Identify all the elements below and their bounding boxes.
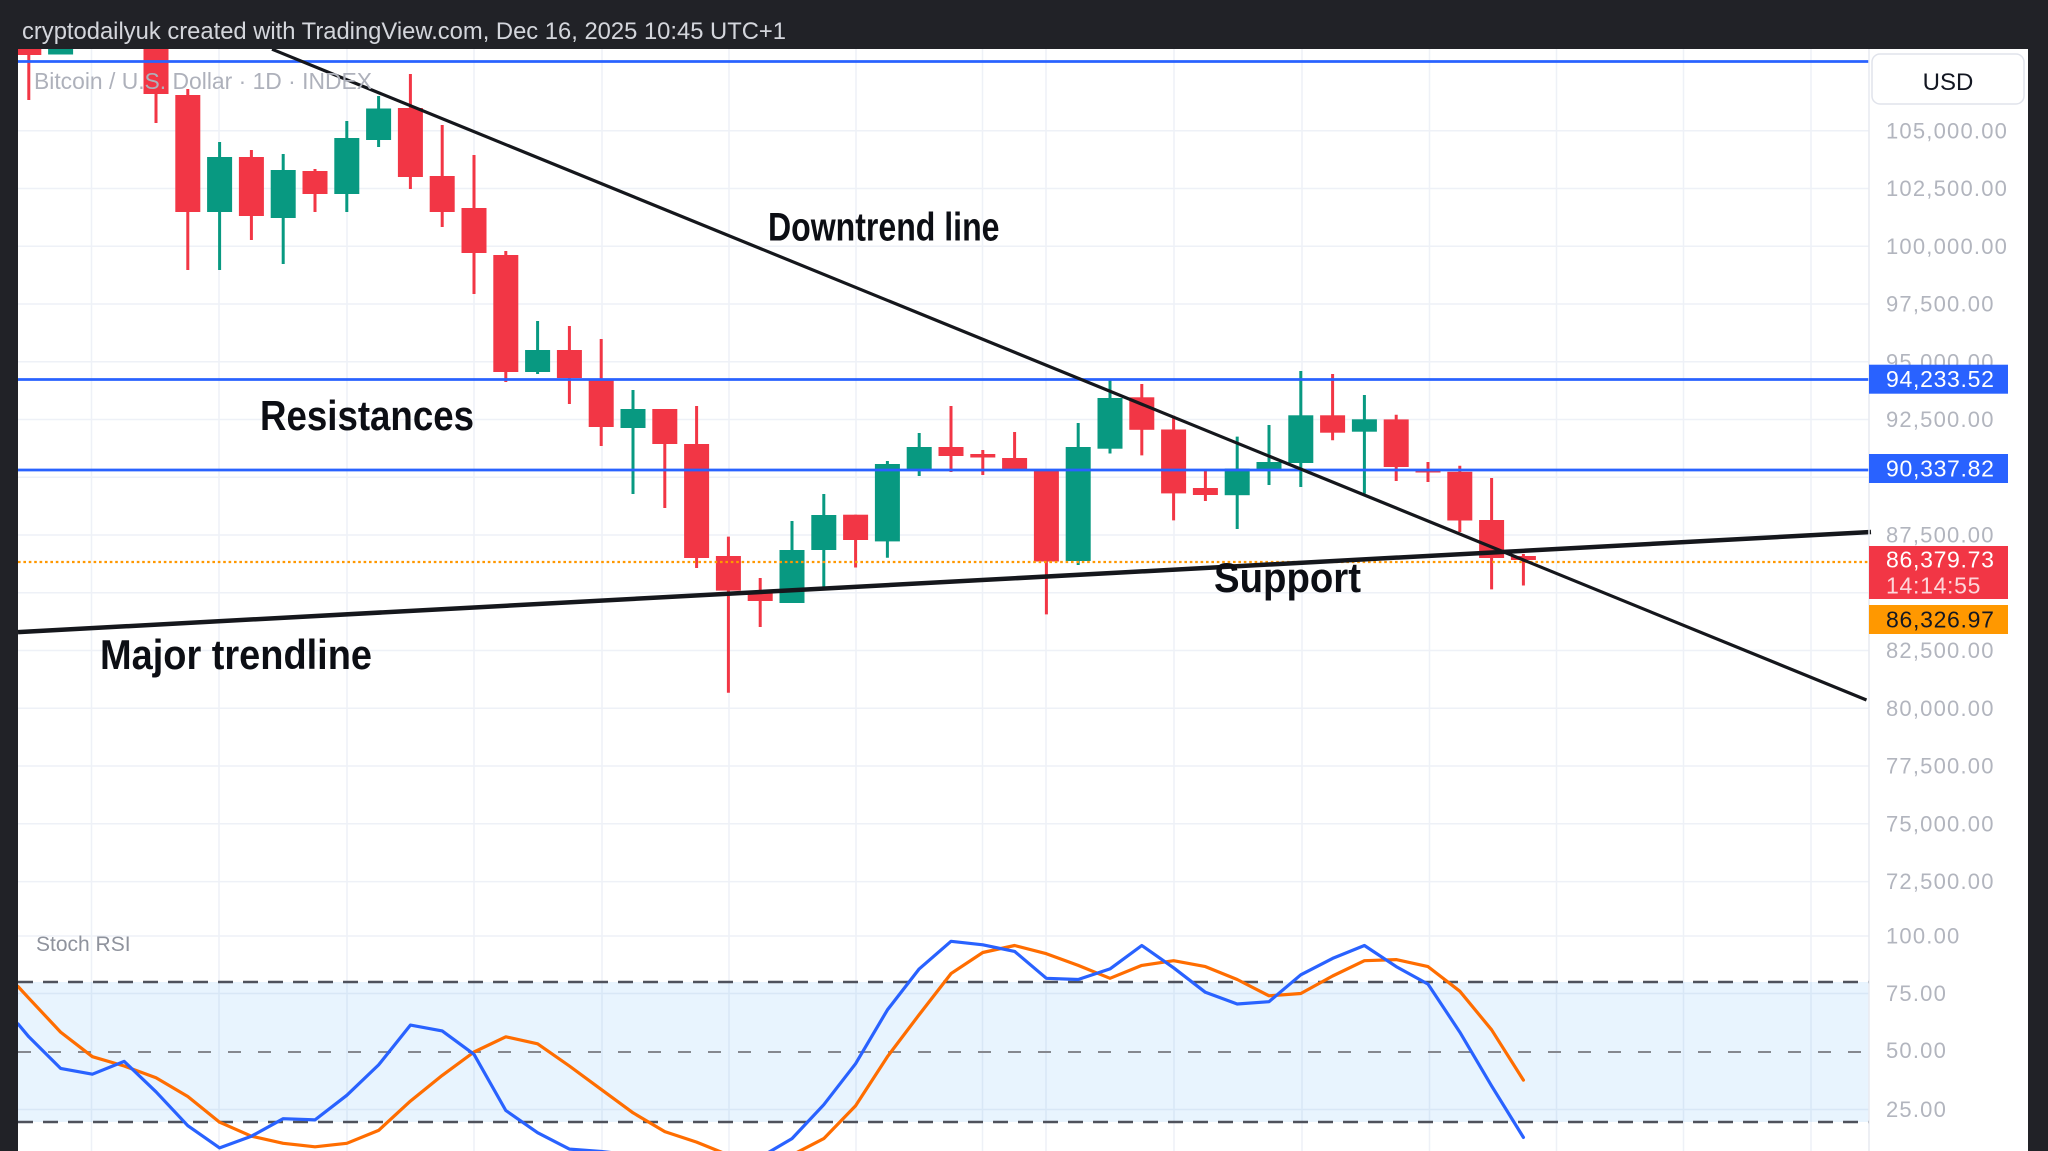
svg-text:Resistances: Resistances — [260, 392, 474, 439]
svg-text:14:14:55: 14:14:55 — [1886, 573, 1981, 599]
svg-text:100.00: 100.00 — [1886, 924, 1961, 949]
svg-text:77,500.00: 77,500.00 — [1886, 754, 1995, 779]
svg-text:86,379.73: 86,379.73 — [1886, 547, 1995, 573]
svg-text:92,500.00: 92,500.00 — [1886, 407, 1995, 432]
svg-text:102,500.00: 102,500.00 — [1886, 176, 2008, 201]
svg-text:100,000.00: 100,000.00 — [1886, 234, 2008, 259]
svg-text:97,500.00: 97,500.00 — [1886, 292, 1995, 317]
svg-text:72,500.00: 72,500.00 — [1886, 869, 1995, 894]
svg-text:USD: USD — [1923, 69, 1974, 96]
svg-text:Stoch RSI: Stoch RSI — [36, 933, 131, 956]
svg-text:94,233.52: 94,233.52 — [1886, 366, 1995, 392]
svg-text:90,337.82: 90,337.82 — [1886, 455, 1995, 481]
svg-text:50.00: 50.00 — [1886, 1038, 1947, 1063]
svg-text:Support: Support — [1214, 554, 1361, 601]
svg-text:75.00: 75.00 — [1886, 981, 1947, 1006]
svg-text:82,500.00: 82,500.00 — [1886, 638, 1995, 663]
svg-text:Major trendline: Major trendline — [100, 631, 372, 678]
svg-text:86,326.97: 86,326.97 — [1886, 606, 1995, 632]
svg-text:Downtrend line: Downtrend line — [768, 206, 1000, 250]
svg-text:Bitcoin / U.S. Dollar · 1D · I: Bitcoin / U.S. Dollar · 1D · INDEX — [34, 68, 372, 94]
svg-text:80,000.00: 80,000.00 — [1886, 696, 1995, 721]
svg-text:87,500.00: 87,500.00 — [1886, 523, 1995, 548]
svg-text:cryptodailyuk created with Tra: cryptodailyuk created with TradingView.c… — [22, 18, 786, 45]
svg-text:25.00: 25.00 — [1886, 1097, 1947, 1122]
svg-text:75,000.00: 75,000.00 — [1886, 811, 1995, 836]
svg-text:105,000.00: 105,000.00 — [1886, 118, 2008, 143]
